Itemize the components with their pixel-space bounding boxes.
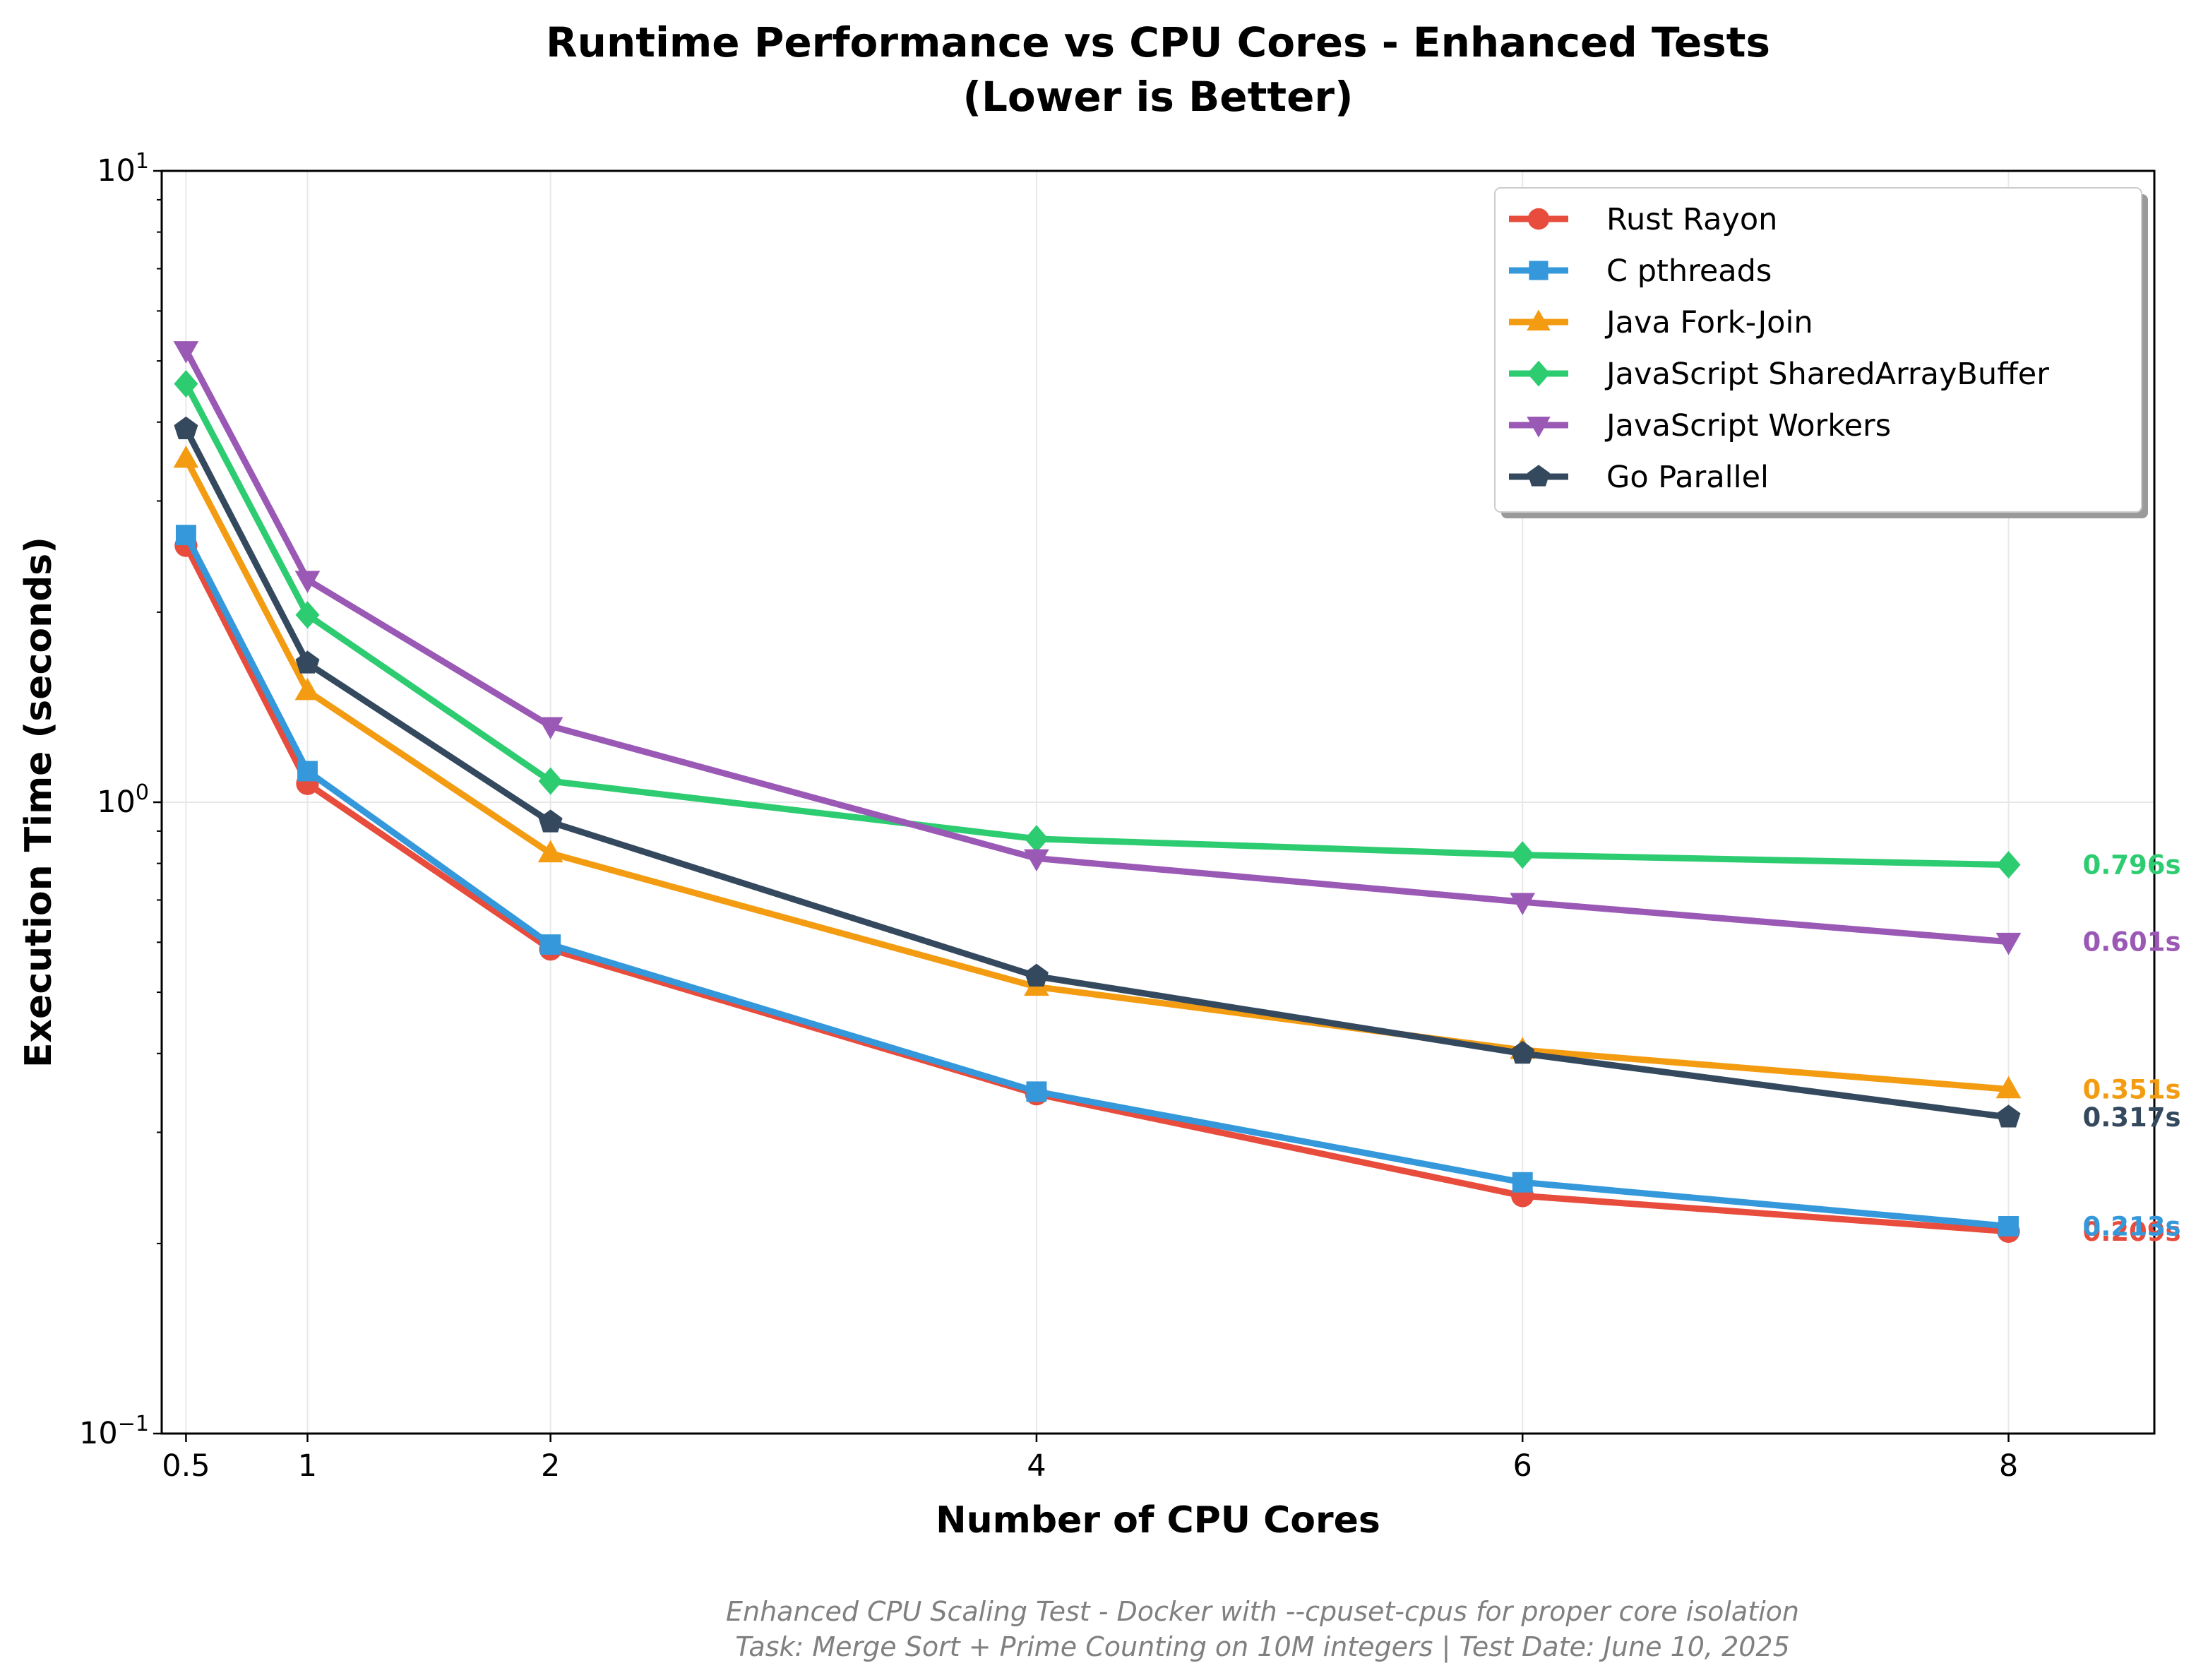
series-javascript-workers bbox=[173, 341, 2022, 955]
legend-item: C pthreads bbox=[1509, 254, 1772, 289]
y-tick-label: 100 bbox=[97, 780, 149, 820]
end-value-label: 0.213s bbox=[2083, 1211, 2181, 1241]
data-point bbox=[1024, 963, 1049, 987]
data-point bbox=[297, 761, 318, 782]
end-value-label: 0.317s bbox=[2083, 1102, 2181, 1133]
data-point bbox=[538, 767, 563, 795]
data-point bbox=[1026, 1081, 1047, 1102]
data-point bbox=[295, 650, 320, 674]
legend-marker bbox=[1527, 208, 1550, 230]
legend-item: Rust Rayon bbox=[1509, 202, 1777, 237]
legend-item: Go Parallel bbox=[1509, 460, 1769, 495]
legend-item: Java Fork-Join bbox=[1509, 305, 1813, 340]
data-point bbox=[1024, 849, 1049, 872]
data-point bbox=[538, 809, 563, 833]
series-javascript-sharedarraybuffer bbox=[174, 369, 2021, 879]
legend-label: Go Parallel bbox=[1606, 460, 1769, 495]
legend-marker bbox=[1527, 417, 1551, 438]
legend-item: JavaScript Workers bbox=[1509, 408, 1891, 443]
end-value-label: 0.601s bbox=[2083, 927, 2181, 958]
x-tick-label: 4 bbox=[1027, 1448, 1046, 1484]
end-value-label: 0.209s bbox=[2083, 1217, 2181, 1247]
data-point bbox=[1996, 851, 2021, 879]
x-tick-label: 0.5 bbox=[162, 1448, 210, 1484]
axis-ticks: 0.5 1 2 4 6 8 10−1 100 101 bbox=[79, 149, 2018, 1484]
footnote-line-2: Task: Merge Sort + Prime Counting on 10M… bbox=[735, 1631, 1790, 1663]
x-tick-label: 8 bbox=[1999, 1448, 2018, 1484]
data-point bbox=[294, 677, 321, 701]
data-point bbox=[174, 416, 198, 440]
y-tick-label: 101 bbox=[97, 149, 149, 189]
data-point bbox=[1510, 841, 1535, 869]
legend-box bbox=[1494, 187, 2142, 513]
legend-marker bbox=[1529, 261, 1548, 280]
x-tick-label: 6 bbox=[1513, 1448, 1532, 1484]
legend-label: JavaScript SharedArrayBuffer bbox=[1604, 357, 2049, 392]
series-line bbox=[183, 457, 2009, 1092]
series-line bbox=[183, 348, 2009, 946]
end-value-label: 0.796s bbox=[2083, 850, 2181, 881]
chart-title-line-2: (Lower is Better) bbox=[962, 73, 1353, 121]
data-point bbox=[1998, 1215, 2019, 1237]
data-point bbox=[1995, 1076, 2022, 1099]
legend-label: Java Fork-Join bbox=[1604, 305, 1813, 340]
end-value-label: 0.351s bbox=[2083, 1074, 2181, 1104]
series-line bbox=[183, 382, 2009, 869]
legend-item: JavaScript SharedArrayBuffer bbox=[1509, 357, 2049, 392]
data-point bbox=[294, 571, 321, 593]
x-tick-label: 2 bbox=[541, 1448, 560, 1484]
series-lines bbox=[173, 341, 2022, 1243]
legend: Rust Rayon C pthreads Java Fork-Join JavaSc… bbox=[1494, 187, 2148, 518]
series-line bbox=[183, 427, 2010, 1121]
data-point bbox=[540, 934, 561, 955]
data-point bbox=[173, 341, 199, 364]
data-point bbox=[537, 840, 563, 863]
series-line bbox=[183, 533, 2009, 1229]
data-point bbox=[1024, 825, 1049, 853]
data-point bbox=[1510, 893, 1536, 915]
legend-marker bbox=[1527, 465, 1550, 487]
data-point bbox=[1996, 1104, 2021, 1128]
data-point bbox=[1995, 932, 2022, 955]
y-tick-label: 10−1 bbox=[79, 1412, 149, 1451]
legend-label: Rust Rayon bbox=[1606, 202, 1777, 237]
legend-label: C pthreads bbox=[1606, 254, 1772, 289]
series-c-pthreads bbox=[175, 525, 2019, 1237]
x-axis-label: Number of CPU Cores bbox=[936, 1499, 1380, 1542]
legend-label: JavaScript Workers bbox=[1604, 408, 1891, 443]
data-point bbox=[174, 369, 198, 398]
legend-marker bbox=[1527, 360, 1550, 387]
data-point bbox=[295, 601, 320, 629]
footnote-line-1: Enhanced CPU Scaling Test - Docker with … bbox=[726, 1596, 1799, 1627]
data-point bbox=[175, 525, 196, 546]
data-point bbox=[1510, 1040, 1535, 1064]
series-go-parallel bbox=[174, 416, 2021, 1128]
y-axis-label: Execution Time (seconds) bbox=[18, 537, 60, 1068]
legend-marker bbox=[1527, 309, 1551, 330]
data-point bbox=[173, 445, 199, 468]
data-point bbox=[1512, 1172, 1533, 1193]
series-line bbox=[183, 544, 2009, 1235]
chart-title-line-1: Runtime Performance vs CPU Cores - Enhan… bbox=[546, 18, 1770, 66]
x-tick-label: 1 bbox=[298, 1448, 317, 1484]
data-point bbox=[537, 717, 563, 739]
